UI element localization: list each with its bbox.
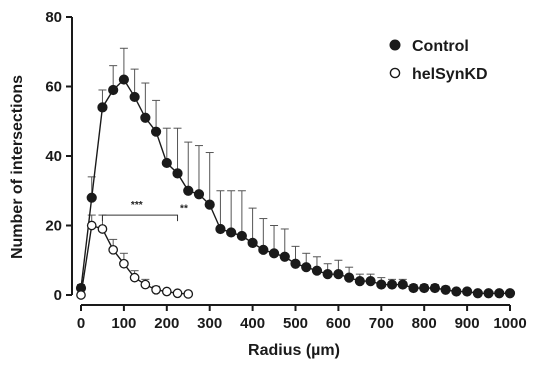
data-point-control xyxy=(108,84,119,96)
series-line-helsynkd xyxy=(80,224,189,296)
data-point-control xyxy=(279,251,290,262)
data-point-control xyxy=(429,282,441,294)
x-tick-label: 600 xyxy=(326,315,351,332)
significance-bracket xyxy=(101,214,179,222)
legend-label-helsynkd: helSynKD xyxy=(412,66,488,83)
significance-label: *** xyxy=(131,200,143,211)
data-point-control xyxy=(215,223,226,235)
data-point-helsynkd xyxy=(140,279,151,290)
data-point-helsynkd xyxy=(172,288,183,299)
data-point-control xyxy=(290,258,301,269)
data-point-control xyxy=(150,126,162,137)
y-tick-label: 0 xyxy=(54,287,62,304)
legend-marker-helsynkd xyxy=(389,67,401,79)
legend-label-control: Control xyxy=(412,38,469,55)
data-point-control xyxy=(376,279,387,290)
x-tick-label: 700 xyxy=(369,315,394,332)
x-tick-label: 500 xyxy=(283,315,308,332)
x-tick-label: 400 xyxy=(240,315,265,332)
data-point-control xyxy=(472,288,483,299)
legend: Control helSynKD xyxy=(389,38,488,83)
data-point-control xyxy=(183,185,194,196)
data-point-control xyxy=(129,91,140,103)
x-tick-label: 200 xyxy=(154,315,179,332)
data-point-helsynkd xyxy=(129,272,140,283)
significance-annotations: *** ** xyxy=(101,200,188,222)
y-axis-title: Number of intersections xyxy=(9,75,26,259)
data-point-control xyxy=(419,282,430,294)
x-tick-label: 100 xyxy=(111,315,136,332)
x-axis-title: Radius (µm) xyxy=(248,342,340,359)
data-point-control xyxy=(161,157,172,169)
x-tick-label: 0 xyxy=(77,315,85,332)
data-point-control xyxy=(386,279,398,290)
y-tick-label: 60 xyxy=(45,79,62,96)
data-point-control xyxy=(494,288,505,299)
data-point-control xyxy=(193,189,205,200)
data-point-control xyxy=(483,288,494,299)
data-point-control xyxy=(86,192,97,203)
data-point-control xyxy=(301,262,312,273)
data-point-control xyxy=(462,286,473,297)
data-point-control xyxy=(322,269,333,280)
data-point-control xyxy=(333,269,344,280)
data-point-helsynkd xyxy=(119,258,129,269)
data-point-control xyxy=(268,248,280,259)
x-tick-label: 1000 xyxy=(493,315,526,332)
data-point-control xyxy=(258,244,269,255)
data-point-control xyxy=(140,112,151,123)
y-tick-label: 40 xyxy=(45,148,62,165)
data-points xyxy=(75,74,516,300)
data-point-control xyxy=(118,74,130,85)
data-point-control xyxy=(204,199,215,210)
data-point-helsynkd xyxy=(76,290,86,300)
data-point-control xyxy=(172,168,183,179)
data-point-control xyxy=(397,279,408,290)
x-tick-label: 900 xyxy=(455,315,480,332)
data-point-helsynkd xyxy=(97,224,108,234)
data-point-control xyxy=(311,265,323,276)
error-bars xyxy=(77,47,514,295)
data-point-control xyxy=(354,276,365,287)
data-point-helsynkd xyxy=(161,286,172,297)
data-point-helsynkd xyxy=(86,220,97,231)
x-tick-label: 300 xyxy=(197,315,222,332)
data-point-helsynkd xyxy=(183,289,194,299)
data-point-control xyxy=(226,227,237,238)
data-point-helsynkd xyxy=(108,244,119,255)
y-tick-label: 80 xyxy=(45,9,62,26)
y-tick-label: 20 xyxy=(45,218,62,235)
data-point-control xyxy=(504,288,516,299)
data-point-control xyxy=(344,272,355,283)
data-point-control xyxy=(247,237,258,248)
data-point-control xyxy=(365,276,376,287)
data-point-control xyxy=(236,230,247,242)
data-point-control xyxy=(97,102,108,113)
data-point-control xyxy=(408,282,419,294)
legend-marker-control xyxy=(389,39,401,51)
significance-label: ** xyxy=(180,204,188,215)
x-tick-label: 800 xyxy=(412,315,437,332)
data-point-helsynkd xyxy=(151,284,161,295)
data-point-control xyxy=(440,284,451,295)
data-point-control xyxy=(451,286,462,297)
